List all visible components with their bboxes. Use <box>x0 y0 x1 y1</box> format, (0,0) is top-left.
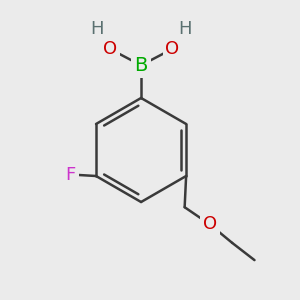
Text: O: O <box>103 40 117 58</box>
Text: B: B <box>134 56 148 75</box>
Text: H: H <box>91 20 104 38</box>
Text: F: F <box>66 166 76 184</box>
Text: O: O <box>203 215 217 233</box>
Text: O: O <box>165 40 179 58</box>
Text: H: H <box>178 20 191 38</box>
